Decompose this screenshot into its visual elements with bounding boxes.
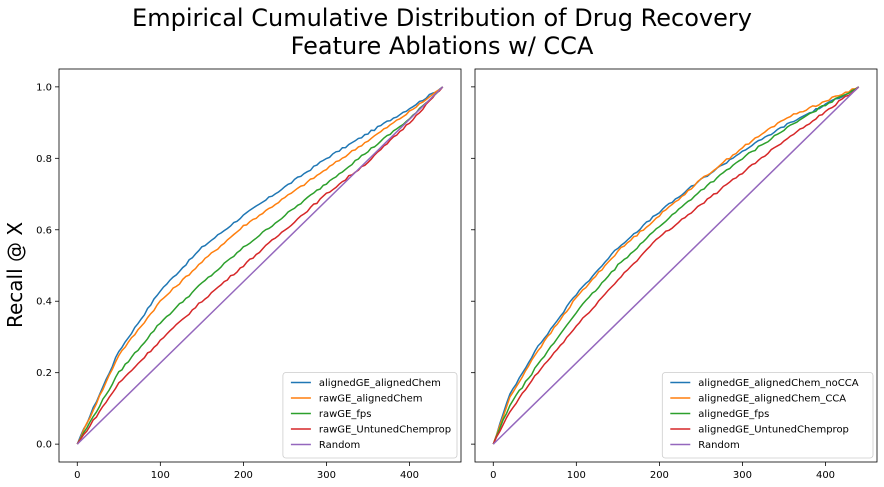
left-panel: 0 100 200 300 400 0.0 0.2 0.4 0.6 0.8 1.0 alignedGE… <box>36 68 462 481</box>
y-tick-label: 0.8 <box>36 154 52 165</box>
axes-frame <box>58 68 462 463</box>
legend-label: alignedGE_alignedChem_noCCA <box>698 378 858 389</box>
y-tick-label: 0.0 <box>36 440 52 451</box>
series-line-Random <box>492 86 860 445</box>
x-tick-label: 200 <box>234 470 253 481</box>
series-line-rawGE_fps <box>76 86 444 445</box>
x-tick-label: 400 <box>400 470 419 481</box>
y-tick-label: 0.2 <box>36 368 52 379</box>
legend-label: Random <box>319 440 360 451</box>
series-line-alignedGE_UntunedChemprop <box>492 86 860 445</box>
legend-box <box>282 372 458 459</box>
figure-title-line-2: Feature Ablations w/ CCA <box>290 32 594 60</box>
legend-label: rawGE_fps <box>319 409 372 420</box>
legend-label: alignedGE_alignedChem_CCA <box>698 394 846 405</box>
x-tick-label: 0 <box>74 470 80 481</box>
right-panel: 0 100 200 300 400 alignedGE_alignedChem_noCCA… <box>471 68 878 481</box>
x-tick-label: 200 <box>650 470 669 481</box>
legend-label: rawGE_UntunedChemprop <box>319 425 451 436</box>
x-tick-label: 300 <box>733 470 752 481</box>
y-tick-label: 1.0 <box>36 82 52 93</box>
x-tick-label: 0 <box>490 470 496 481</box>
x-tick-label: 100 <box>567 470 586 481</box>
series-line-rawGE_UntunedChemprop <box>76 86 444 445</box>
legend-label: Random <box>698 440 739 451</box>
x-tick-label: 100 <box>151 470 170 481</box>
figure-title-line-1: Empirical Cumulative Distribution of Dru… <box>132 4 752 32</box>
legend-label: alignedGE_fps <box>698 409 769 420</box>
axes-frame <box>474 68 878 463</box>
series-line-Random <box>76 86 444 445</box>
y-axis-label: Recall @ X <box>3 222 27 328</box>
series-line-alignedGE_alignedChem <box>76 86 444 445</box>
series-line-alignedGE_alignedChem_noCCA <box>492 86 860 445</box>
legend: alignedGE_alignedChem rawGE_alignedChemra… <box>282 372 458 459</box>
legend: alignedGE_alignedChem_noCCA alignedGE_ali… <box>661 372 874 459</box>
legend-label: rawGE_alignedChem <box>319 394 423 405</box>
legend-label: alignedGE_alignedChem <box>319 378 441 389</box>
series-line-rawGE_alignedChem <box>76 86 444 445</box>
y-tick-label: 0.6 <box>36 225 52 236</box>
x-tick-label: 300 <box>317 470 336 481</box>
x-tick-label: 400 <box>816 470 835 481</box>
series-line-alignedGE_fps <box>492 86 860 445</box>
y-tick-label: 0.4 <box>36 297 52 308</box>
legend-box <box>661 372 874 459</box>
series-line-alignedGE_alignedChem_CCA <box>492 86 860 445</box>
legend-label: alignedGE_UntunedChemprop <box>698 425 849 436</box>
